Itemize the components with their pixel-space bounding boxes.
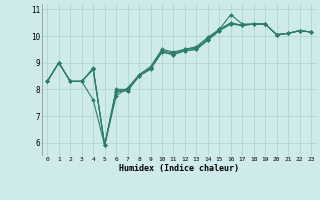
X-axis label: Humidex (Indice chaleur): Humidex (Indice chaleur): [119, 164, 239, 173]
